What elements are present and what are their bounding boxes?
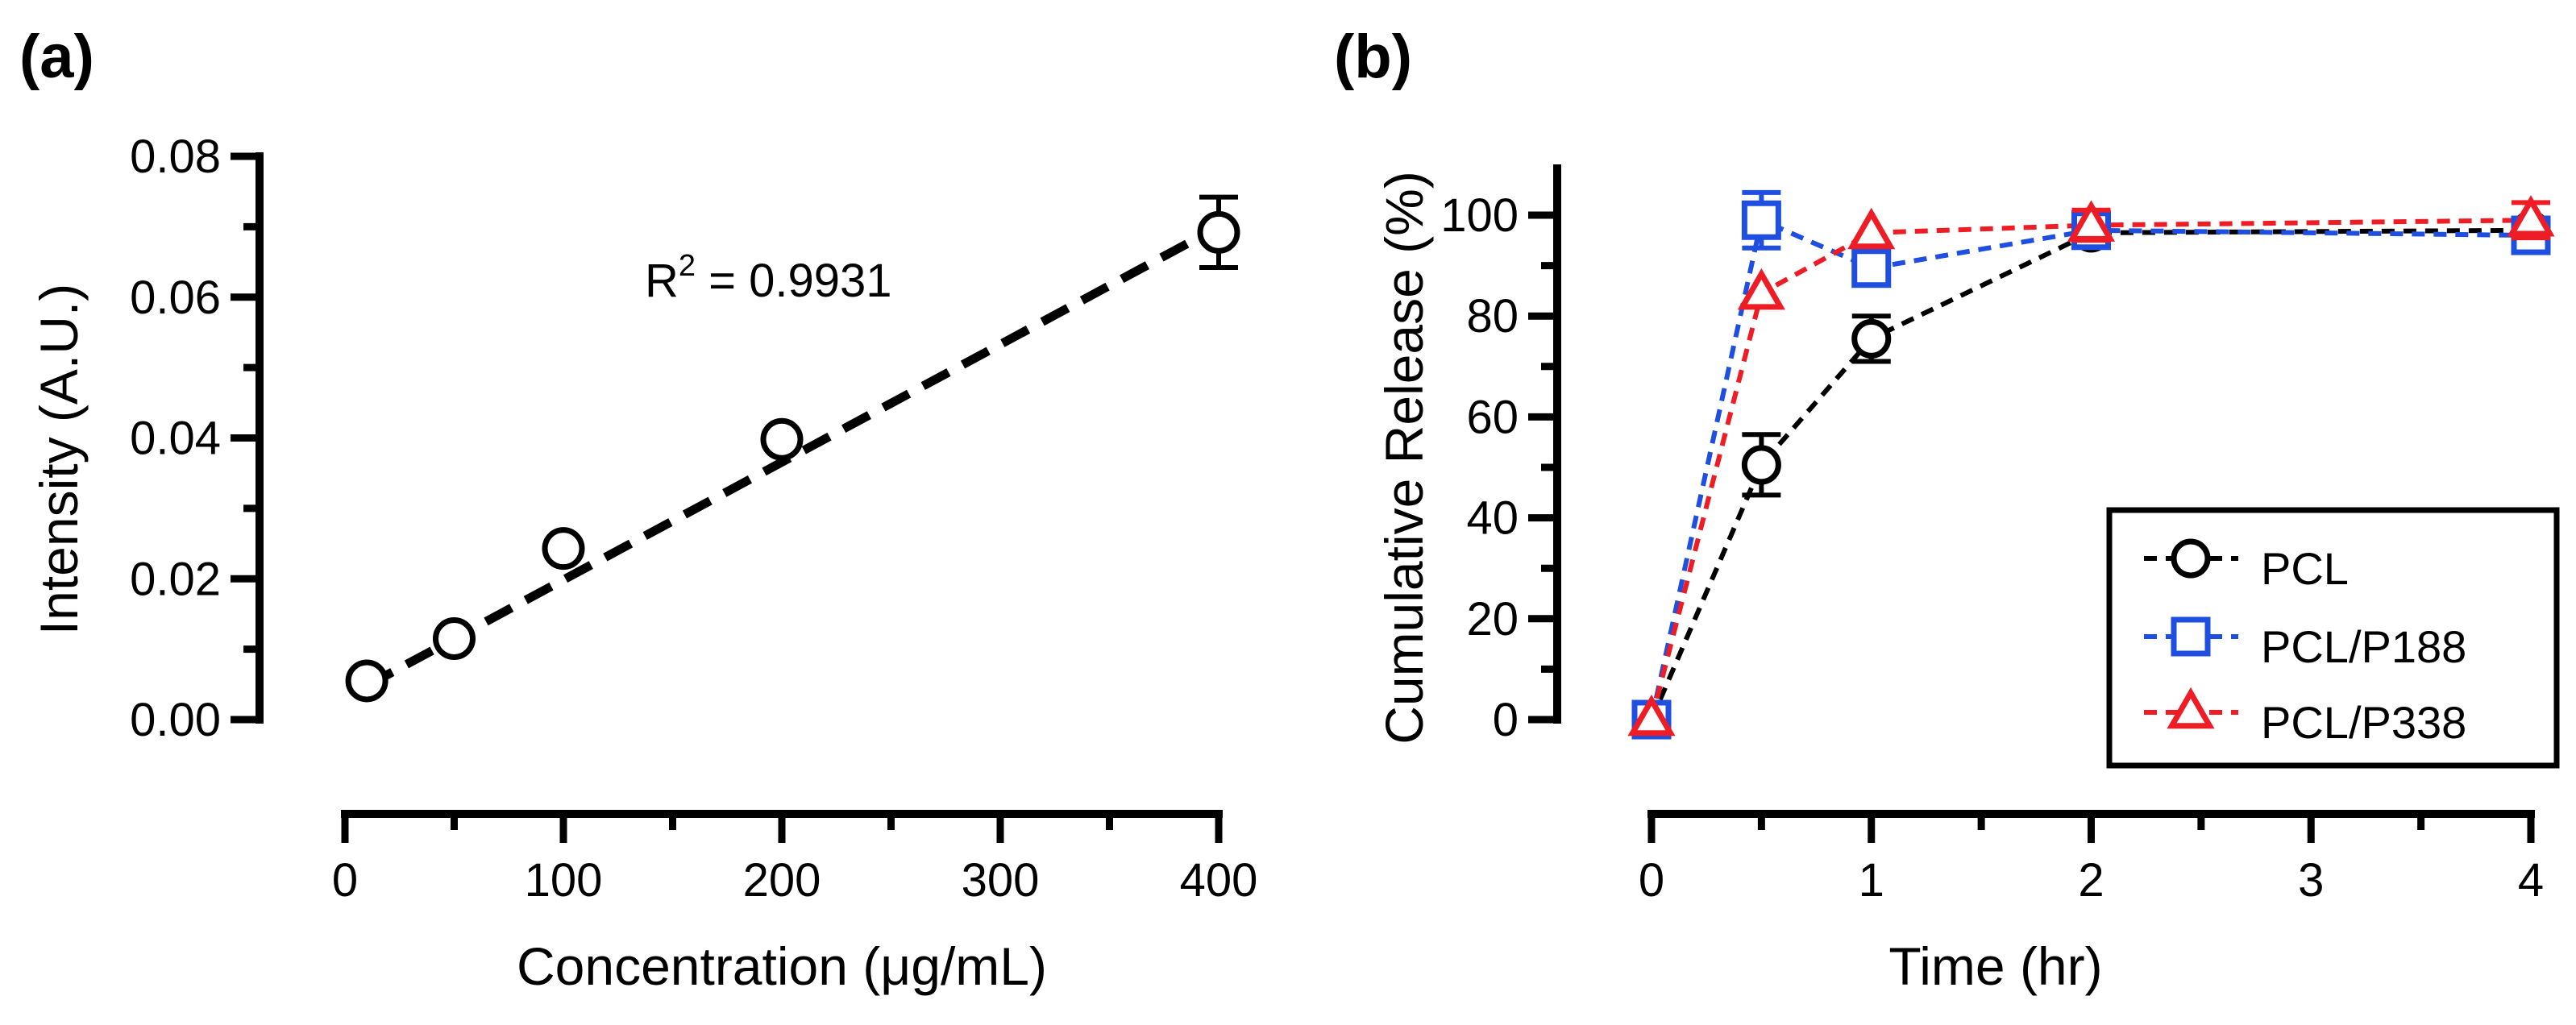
data-point-a (433, 617, 476, 661)
x-tick-label-a: 300 (962, 854, 1040, 907)
data-point-b2 (2067, 200, 2116, 242)
y-tick-label-a: 0.00 (130, 694, 221, 746)
data-point-b2 (1627, 694, 1676, 737)
y-tick-label-a: 0.06 (130, 272, 221, 324)
x-tick-label-a: 0 (332, 854, 358, 907)
y-tick-label-b: 40 (1466, 492, 1519, 545)
legend: PCL PCL/P188 PCL/P338 (2106, 507, 2560, 769)
data-point-b0 (1741, 445, 1781, 485)
x-tick-label-b: 2 (2078, 854, 2104, 907)
legend-label-pcl-p338: PCL/P338 (2261, 697, 2466, 748)
y-tick-label-a: 0.08 (130, 131, 221, 183)
data-point-b1 (1851, 248, 1892, 288)
y-tick-label-a: 0.02 (130, 553, 221, 605)
x-axis-title-b: Time (hr) (1888, 936, 2102, 996)
y-axis-title-b: Cumulative Release (%) (1374, 171, 1434, 745)
x-tick-label-b: 4 (2518, 854, 2544, 907)
x-axis-title-a: Concentration (μg/mL) (517, 936, 1047, 996)
series-line-2 (1649, 218, 2532, 720)
y-tick-label-b: 100 (1440, 189, 1519, 242)
data-point-b0 (1851, 318, 1892, 359)
data-point-a (1197, 210, 1240, 254)
y-tick-label-b: 80 (1466, 290, 1519, 342)
data-point-b2 (1737, 268, 1785, 310)
legend-marker-2 (2167, 687, 2215, 729)
fit-line (364, 222, 1221, 690)
legend-items (2144, 538, 2238, 729)
data-point-b2 (1847, 207, 1896, 250)
legend-label-pcl-p188: PCL/P188 (2261, 621, 2466, 672)
x-tick-label-a: 400 (1180, 854, 1258, 907)
panel-b-marks: 0 20 40 60 80 100 0 1 2 3 4 (1440, 164, 2555, 907)
r-squared-superscript: 2 (679, 249, 696, 283)
legend-marker-1 (2171, 616, 2211, 657)
y-tick-label-b: 0 (1493, 694, 1519, 746)
x-tick-label-b: 0 (1639, 854, 1664, 907)
legend-label-pcl: PCL (2261, 543, 2349, 594)
data-point-a (345, 659, 388, 703)
panel-b-label: (b) (1334, 23, 1412, 91)
r-squared-annotation: R2 = 0.9931 (645, 249, 892, 307)
y-tick-label-b: 60 (1466, 391, 1519, 443)
data-point-b1 (1741, 200, 1781, 240)
r-squared-value: = 0.9931 (696, 255, 892, 307)
panel-b-chart: (b) 0 20 40 60 80 100 0 1 2 3 4 Time (hr) Cumulati… (1334, 23, 2560, 996)
y-axis-title-a: Intensity (A.U.) (29, 284, 89, 635)
y-tick-label-a: 0.04 (130, 413, 221, 465)
legend-marker-0 (2171, 538, 2211, 579)
data-point-a (760, 417, 804, 461)
r-squared-base: R (645, 255, 679, 307)
data-point-b2 (2507, 195, 2555, 237)
panel-a-label: (a) (19, 23, 94, 91)
x-tick-label-a: 100 (525, 854, 603, 907)
panel-a-marks: 0.00 0.02 0.04 0.06 0.08 0 100 200 300 400 (130, 131, 1257, 907)
panel-a-chart: (a) 0.00 0.02 0.04 0.06 0.08 0 100 200 300 400 R2… (19, 23, 1257, 996)
x-tick-label-b: 3 (2298, 854, 2324, 907)
x-tick-label-a: 200 (743, 854, 821, 907)
y-tick-label-b: 20 (1466, 593, 1519, 645)
x-tick-label-b: 1 (1859, 854, 1884, 907)
data-point-a (542, 527, 585, 571)
